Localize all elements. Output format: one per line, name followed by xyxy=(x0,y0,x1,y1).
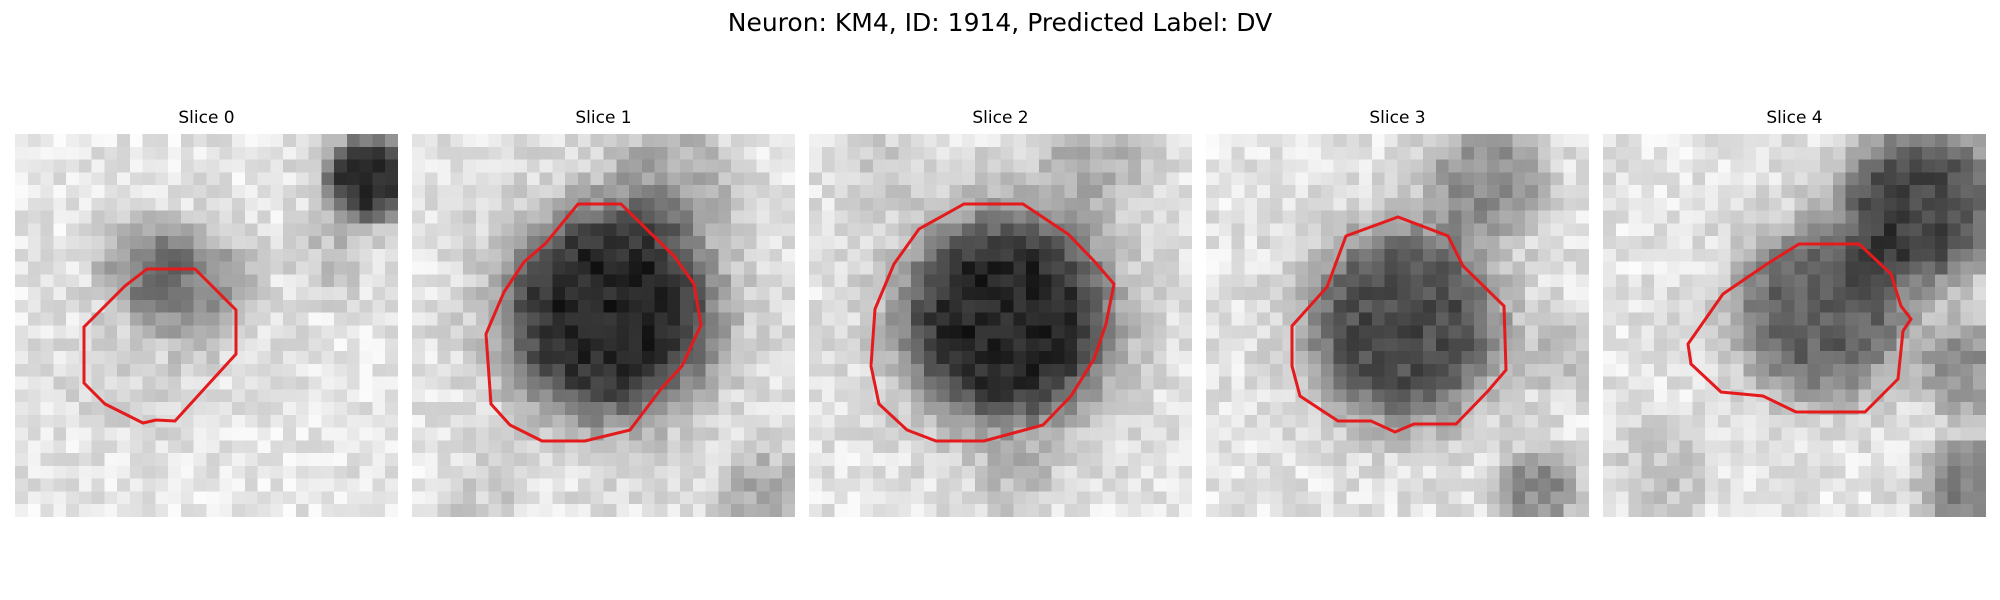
slice-image xyxy=(1206,134,1589,517)
slice-image xyxy=(412,134,795,517)
slice-panel: Slice 1 xyxy=(412,108,795,517)
slice-image xyxy=(1603,134,1986,517)
slice-title: Slice 3 xyxy=(1369,108,1426,128)
slice-title: Slice 4 xyxy=(1766,108,1823,128)
slice-panel: Slice 4 xyxy=(1603,108,1986,517)
slice-panel: Slice 3 xyxy=(1206,108,1589,517)
slice-title: Slice 1 xyxy=(575,108,632,128)
slice-title: Slice 0 xyxy=(178,108,235,128)
slice-panel: Slice 2 xyxy=(809,108,1192,517)
slice-image xyxy=(15,134,398,517)
neuron-outline xyxy=(1290,215,1508,434)
slice-title: Slice 2 xyxy=(972,108,1029,128)
neuron-outline xyxy=(1686,242,1913,414)
neuron-outline xyxy=(82,267,238,425)
figure-title: Neuron: KM4, ID: 1914, Predicted Label: … xyxy=(727,8,1273,37)
neuron-outline xyxy=(484,202,703,443)
slice-panel: Slice 0 xyxy=(15,108,398,517)
neuron-outline xyxy=(869,202,1116,443)
